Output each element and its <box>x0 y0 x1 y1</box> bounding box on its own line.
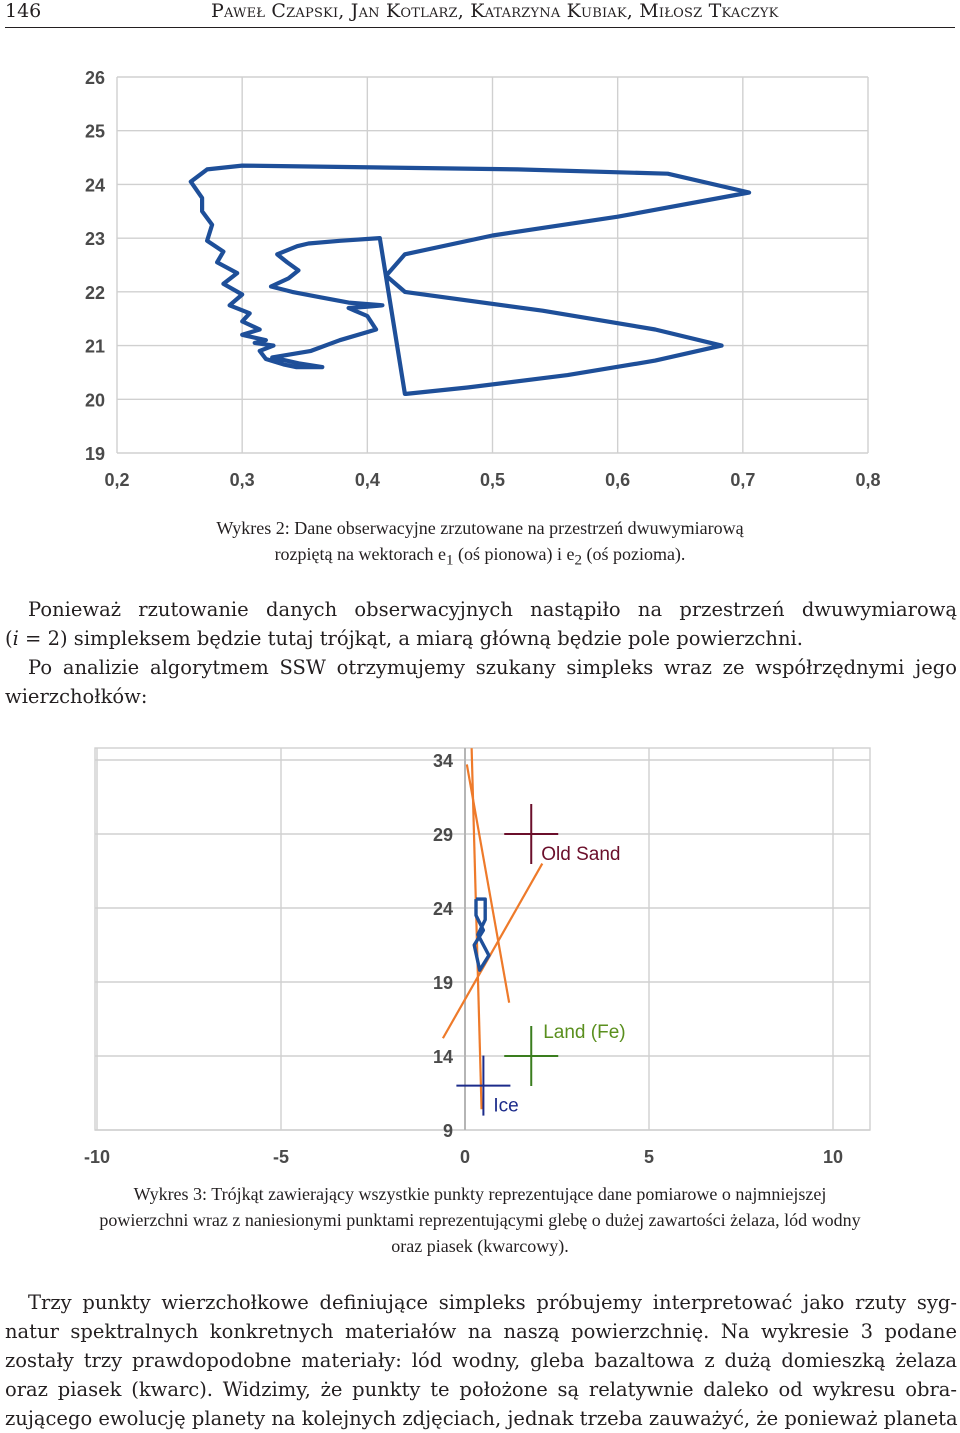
body-paragraph-1: Ponieważ rzutowanie danych obserwacyjnyc… <box>5 595 957 711</box>
figure-2-y-tick-label: 21 <box>85 337 105 357</box>
figure-3-chart: 34 29 24 19 14 9 -10 -5 0 5 10 Old Sand Land (Fe) Ic… <box>84 747 871 1167</box>
figure-3-x-tick-label: -10 <box>84 1147 110 1167</box>
figure-2-tick-labels: 19 20 21 22 23 24 25 26 0,2 0,3 0,4 0,5 0,6 0,7 0,8 <box>85 68 881 490</box>
paragraph-1-line: Ponieważ rzutowanie danych obserwacyjnyc… <box>28 598 957 621</box>
caption-text: (oś pozioma). <box>581 544 686 564</box>
figure-2-series-line <box>188 163 752 396</box>
figure-3-y-tick-label: 29 <box>433 825 453 845</box>
figure-2-y-tick-label: 23 <box>85 229 105 249</box>
figure-3-tick-labels: 34 29 24 19 14 9 -10 -5 0 5 10 <box>84 751 843 1167</box>
figure-3-point-label: Old Sand <box>541 844 620 865</box>
figure-2-y-tick-label: 22 <box>85 283 105 303</box>
figure-2-y-tick-label: 19 <box>85 444 105 464</box>
figure-3-point-old-sand: Old Sand <box>504 804 620 865</box>
text: = 2) simpleksem będzie tutaj trójkąt, a … <box>18 627 803 650</box>
figure-2-y-tick-label: 26 <box>85 68 105 88</box>
figure-2-x-tick-label: 0,2 <box>104 470 129 490</box>
paragraph-1-line: Po analizie algorytmem SSW otrzymujemy s… <box>28 656 957 679</box>
paragraph-2-line: Trzy punkty wierzchołkowe definiujące si… <box>28 1291 957 1314</box>
running-header: 146 Paweł Czapski, Jan Kotlarz, Katarzyn… <box>5 0 955 28</box>
figure-2-y-tick-label: 20 <box>85 390 105 410</box>
figure-2-y-tick-label: 25 <box>85 122 105 142</box>
figure-2-x-tick-label: 0,8 <box>855 470 880 490</box>
paragraph-1-line: wierzchołków: <box>5 685 148 708</box>
figure-3-x-tick-label: 5 <box>644 1147 654 1167</box>
figure-2-y-tick-label: 24 <box>85 175 105 195</box>
paragraph-2-line: oraz piasek (kwarc). Widzimy, że punkty … <box>5 1378 957 1401</box>
running-header-authors: Paweł Czapski, Jan Kotlarz, Katarzyna Ku… <box>211 0 779 22</box>
text: ( <box>5 627 13 650</box>
figure-3-y-tick-label: 24 <box>433 899 453 919</box>
figure-3-simplex-line <box>470 748 483 1110</box>
figure-3-point-ice: Ice <box>456 1055 519 1117</box>
figure-3-x-tick-label: 0 <box>460 1147 470 1167</box>
paragraph-2-line: zującego ewolucję planety na kolejnych z… <box>5 1407 958 1430</box>
caption-text: (oś pionowa) i e <box>453 544 575 564</box>
figure-3-caption-line-2: powierzchni wraz z naniesionymi punktami… <box>99 1210 861 1230</box>
caption-text: rozpiętą na wektorach e <box>274 544 446 564</box>
figure-3-y-tick-label: 34 <box>433 751 453 771</box>
figure-3-simplex-lines <box>441 748 544 1110</box>
figure-2-x-tick-label: 0,3 <box>230 470 255 490</box>
paragraph-1-line: (i = 2) simpleksem będzie tutaj trójkąt,… <box>5 624 957 653</box>
figure-2-x-tick-label: 0,5 <box>480 470 505 490</box>
figure-2-caption-line-2: rozpiętą na wektorach e1 (oś pionowa) i … <box>0 541 960 574</box>
figure-3-y-tick-label: 14 <box>433 1047 453 1067</box>
figure-2-grid <box>116 76 869 454</box>
figure-3-point-label: Land (Fe) <box>543 1022 625 1043</box>
figure-3-points: Old Sand Land (Fe) Ice <box>456 804 626 1117</box>
figure-3-y-tick-label: 19 <box>433 973 453 993</box>
figure-3-simplex-line <box>465 764 511 1003</box>
figure-2-x-tick-label: 0,6 <box>605 470 630 490</box>
figure-2-chart: 19 20 21 22 23 24 25 26 0,2 0,3 0,4 0,5 0,6 0,7 0,8 <box>85 68 881 490</box>
math-variable-i: i <box>12 627 19 650</box>
figure-2-x-tick-label: 0,4 <box>355 470 380 490</box>
figure-3-point-label: Ice <box>493 1096 518 1117</box>
figure-3-simplex-line <box>441 863 544 1039</box>
figure-2-caption: Wykres 2: Dane obserwacyjne zrzutowane n… <box>0 515 960 574</box>
figure-3-caption-line-3: oraz piasek (kwarcowy). <box>391 1236 569 1256</box>
page-number: 146 <box>5 0 42 22</box>
paragraph-2-line: zostały trzy prawdopodobne materiały: ló… <box>5 1349 957 1372</box>
caption-subscript-2: 2 <box>574 552 582 569</box>
paragraph-2-line: natur spektralnych konkretnych materiałó… <box>5 1320 957 1343</box>
body-paragraph-2: Trzy punkty wierzchołkowe definiujące si… <box>5 1288 958 1433</box>
figure-3-caption: Wykres 3: Trójkąt zawierający wszystkie … <box>0 1181 960 1259</box>
figure-3-point-land-fe: Land (Fe) <box>504 1022 626 1086</box>
figure-3-caption-line-1: Wykres 3: Trójkąt zawierający wszystkie … <box>133 1184 827 1204</box>
caption-subscript-1: 1 <box>445 552 454 569</box>
figure-3-x-tick-label: 10 <box>823 1147 843 1167</box>
figure-3-data-outline <box>472 897 491 972</box>
figure-3-grid <box>94 747 871 1131</box>
figure-3-y-tick-label: 9 <box>443 1121 453 1141</box>
figure-3-x-tick-label: -5 <box>273 1147 289 1167</box>
figure-2-x-tick-label: 0,7 <box>730 470 755 490</box>
figure-2-caption-line-1: Wykres 2: Dane obserwacyjne zrzutowane n… <box>216 518 744 538</box>
